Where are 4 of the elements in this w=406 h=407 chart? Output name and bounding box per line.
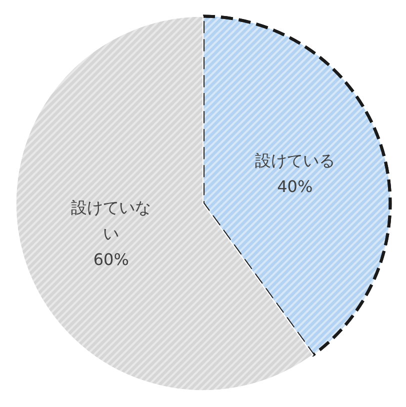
data-label: 40% bbox=[277, 177, 313, 196]
data-label: 60% bbox=[93, 250, 129, 269]
slice-label: 設けている bbox=[254, 151, 335, 170]
slice-label: 設けていない bbox=[71, 198, 152, 243]
